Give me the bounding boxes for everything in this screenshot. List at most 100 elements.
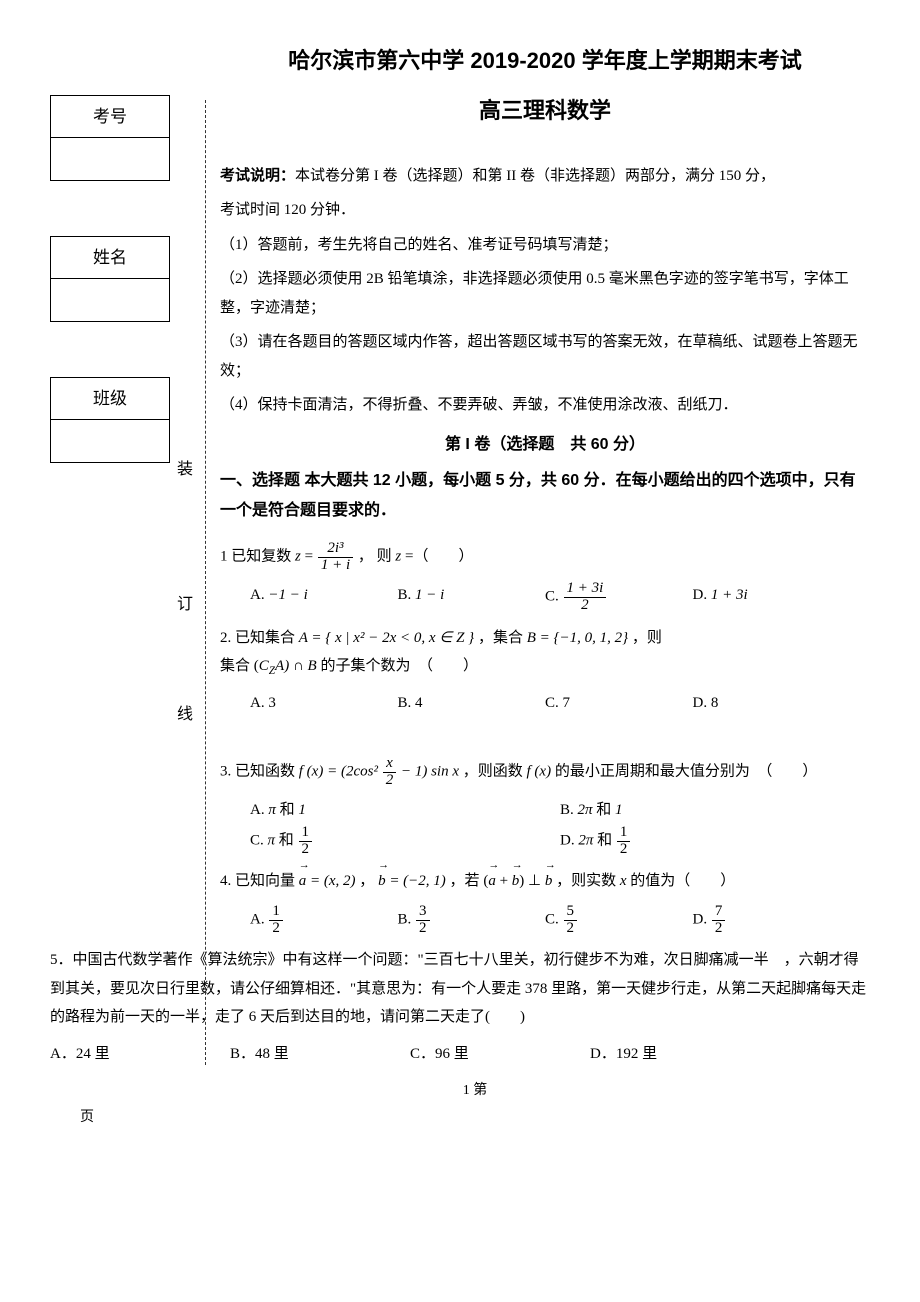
q4-vec-b: b — [378, 865, 386, 896]
q1-tail: =（ ） — [405, 548, 473, 564]
q4-b-eq: = (−2, 1) — [386, 873, 446, 889]
exam-id-box: 考号 — [50, 95, 170, 181]
q1-z2: z — [395, 548, 401, 564]
q3D-frac: 12 — [617, 825, 631, 858]
q1-opt-b: B. 1 − i — [398, 581, 546, 614]
q1B-label: B. — [398, 587, 416, 603]
q3-fx2: f (x) — [527, 763, 552, 779]
q2-l1e: ，则 — [632, 630, 662, 646]
section-1-desc: 一、选择题 本大题共 12 小题，每小题 5 分，共 60 分．在每小题给出的四… — [220, 466, 870, 527]
question-4: 4. 已知向量 a = (x, 2) ， b = (−2, 1) ，若 (a +… — [220, 865, 870, 896]
q3-mid: − 1) sin x — [401, 763, 459, 779]
q3-frac-num: x — [383, 756, 397, 773]
q4C-frac: 52 — [564, 904, 578, 937]
q1-frac-num: 2i³ — [318, 541, 353, 558]
page-footer: 1 第 页 — [50, 1078, 870, 1131]
q5-options: A．24 里 B．48 里 C．96 里 D．192 里 — [50, 1040, 870, 1069]
q3-frac-den: 2 — [383, 773, 397, 789]
q4-ab-paren: (a + b) — [483, 873, 524, 889]
q2-line1: 2. 已知集合 A = { x | x² − 2x < 0, x ∈ Z } ，… — [220, 624, 870, 653]
title-line-2: 高三理科数学 — [220, 90, 870, 132]
question-2: 2. 已知集合 A = { x | x² − 2x < 0, x ∈ Z } ，… — [220, 624, 870, 681]
left-column: 考号 姓名 班级 — [50, 95, 170, 518]
q4-before: 4. 已知向量 — [220, 873, 299, 889]
q1-opt-c: C. 1 + 3i2 — [545, 581, 693, 614]
q5-opt-b: B．48 里 — [230, 1040, 410, 1069]
q1A-val: −1 − i — [268, 587, 307, 603]
q3D-den: 2 — [617, 842, 631, 858]
instr-1: （1）答题前，考生先将自己的姓名、准考证号码填写清楚； — [220, 231, 870, 260]
q3A-val: 1 — [298, 802, 306, 818]
q3-opt-a: A. π 和 1 — [250, 796, 560, 825]
q1D-val: 1 + 3i — [711, 587, 748, 603]
q3C-num: 1 — [299, 825, 313, 842]
instr-3: （3）请在各题目的答题区域内作答，超出答题区域书写的答案无效，在草稿纸、试题卷上… — [220, 328, 870, 385]
q3-opt-d: D. 2π 和 12 — [560, 825, 870, 858]
title-line-1: 哈尔滨市第六中学 2019-2020 学年度上学期期末考试 — [220, 40, 870, 82]
dashed-line — [205, 100, 206, 1065]
q1C-num: 1 + 3i — [564, 581, 607, 598]
instr-intro-label: 考试说明： — [220, 167, 295, 184]
q4B-d: 2 — [416, 921, 430, 937]
q4-vec-b2: b — [512, 865, 520, 896]
q3D-num: 1 — [617, 825, 631, 842]
q1-eq: = — [305, 548, 317, 564]
q2-l1d: B = {−1, 0, 1, 2} — [527, 630, 628, 646]
q4B-n: 3 — [416, 904, 430, 921]
class-blank — [51, 420, 169, 462]
exam-id-label: 考号 — [51, 96, 169, 138]
q3A-b: A. — [250, 802, 268, 818]
q4C-l: C. — [545, 911, 563, 927]
q4-comma1: ， — [359, 873, 378, 889]
q4C-d: 2 — [564, 921, 578, 937]
main-content: 哈尔滨市第六中学 2019-2020 学年度上学期期末考试 高三理科数学 考试说… — [220, 40, 870, 936]
binding-char-3: 线 — [175, 700, 195, 730]
binding-char-1: 装 — [175, 455, 195, 485]
page-number-b: 页 — [80, 1105, 870, 1132]
q4A-frac: 12 — [269, 904, 283, 937]
q3C-b: C. — [250, 832, 268, 848]
q2-l2d: 的子集个数为 （ ） — [317, 658, 478, 674]
instructions-block: 考试说明：本试卷分第 I 卷（选择题）和第 II 卷（非选择题）两部分，满分 1… — [220, 162, 870, 420]
q4D-d: 2 — [712, 921, 726, 937]
q3A-pi: π — [268, 802, 276, 818]
q4B-frac: 32 — [416, 904, 430, 937]
q1C-den: 2 — [564, 598, 607, 614]
q4-vec-a2: a — [488, 865, 496, 896]
q1-opt-d: D. 1 + 3i — [693, 581, 841, 614]
q3C-pi: π — [268, 832, 276, 848]
q2-opt-b: B. 4 — [398, 689, 546, 718]
q4-opt-d: D. 72 — [693, 904, 841, 937]
q1-after: ， 则 — [358, 548, 396, 564]
question-3: 3. 已知函数 f (x) = (2cos² x 2 − 1) sin x ，则… — [220, 756, 870, 789]
q1C-label: C. — [545, 589, 563, 605]
instr-4: （4）保持卡面清洁，不得折叠、不要弄破、弄皱，不准使用涂改液、刮纸刀． — [220, 391, 870, 420]
q1B-val: 1 − i — [415, 587, 444, 603]
q2-opt-a: A. 3 — [250, 689, 398, 718]
q3-tail: 的最小正周期和最大值分别为 （ ） — [555, 763, 818, 779]
instr-intro-text: 本试卷分第 I 卷（选择题）和第 II 卷（非选择题）两部分，满分 150 分， — [295, 168, 775, 184]
q2-opt-c: C. 7 — [545, 689, 693, 718]
q1C-frac: 1 + 3i2 — [564, 581, 607, 614]
q1-frac: 2i³ 1 + i — [318, 541, 353, 574]
q4-x: x — [620, 873, 627, 889]
question-5-block: 5．中国古代数学著作《算法统宗》中有这样一个问题："三百七十八里关，初行健步不为… — [50, 946, 870, 1068]
q3C-frac: 12 — [299, 825, 313, 858]
q2-l2c: A) ∩ B — [275, 658, 317, 674]
q4-opt-a: A. 12 — [250, 904, 398, 937]
q4-perp: ⊥ — [528, 873, 545, 889]
q1-z: z — [295, 548, 301, 564]
name-blank — [51, 279, 169, 321]
instr-2: （2）选择题必须使用 2B 铅笔填涂，非选择题必须使用 0.5 毫米黑色字迹的签… — [220, 265, 870, 322]
q3B-and: 和 — [593, 802, 616, 818]
q4-opt-b: B. 32 — [398, 904, 546, 937]
q4D-l: D. — [693, 911, 711, 927]
exam-id-blank — [51, 138, 169, 180]
binding-char-2: 订 — [175, 590, 195, 620]
q3-opt-b: B. 2π 和 1 — [560, 796, 870, 825]
page-number-a: 1 第 — [80, 1078, 870, 1105]
q4D-n: 7 — [712, 904, 726, 921]
q1-options: A. −1 − i B. 1 − i C. 1 + 3i2 D. 1 + 3i — [220, 581, 870, 614]
q4-after: ，则实数 — [556, 873, 620, 889]
q5-opt-d: D．192 里 — [590, 1040, 770, 1069]
